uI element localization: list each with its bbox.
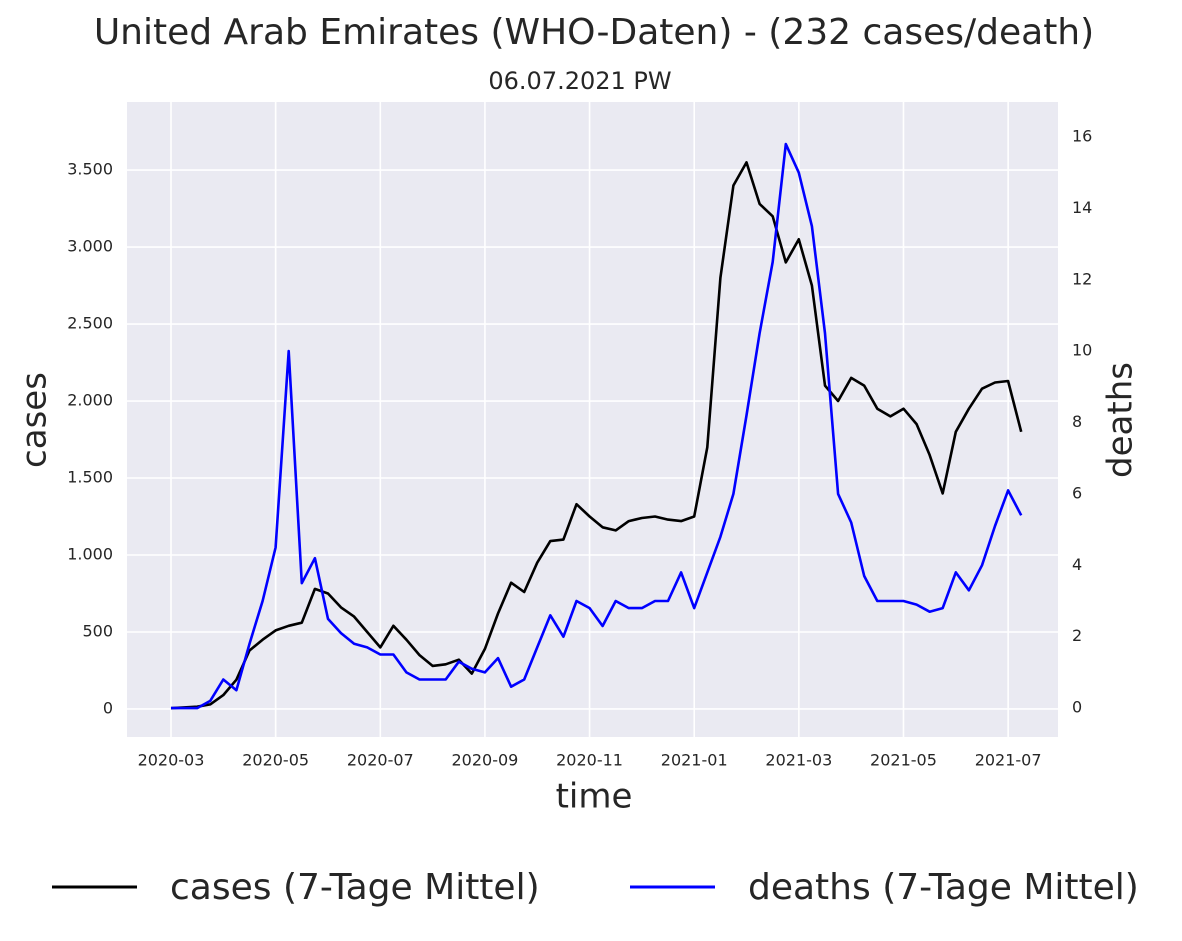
y-tick-label: 2.500: [67, 314, 113, 333]
x-tick-label: 2021-01: [661, 751, 728, 770]
y2-tick-label: 10: [1072, 341, 1092, 360]
y-tick-label: 1.000: [67, 544, 113, 563]
grid: [127, 102, 1058, 737]
y-tick-label: 2.000: [67, 391, 113, 410]
y2-axis-label: deaths: [1101, 362, 1141, 478]
chart-subtitle: 06.07.2021 PW: [488, 67, 671, 95]
legend-label: cases (7-Tage Mittel): [170, 867, 540, 908]
x-tick-label: 2020-03: [138, 751, 205, 770]
y-tick-label: 3.000: [67, 237, 113, 256]
y-tick-label: 500: [82, 621, 113, 640]
chart-title: United Arab Emirates (WHO-Daten) - (232 …: [94, 12, 1094, 53]
x-tick-label: 2020-05: [242, 751, 309, 770]
plot-area: [127, 102, 1058, 737]
x-tick-label: 2021-03: [765, 751, 832, 770]
x-tick-label: 2020-09: [451, 751, 518, 770]
x-tick-label: 2020-07: [347, 751, 414, 770]
y2-tick-label: 12: [1072, 269, 1092, 288]
x-axis-label: time: [556, 777, 633, 817]
y2-tick-label: 2: [1072, 626, 1082, 645]
y2-tick-label: 16: [1072, 126, 1092, 145]
y2-tick-label: 8: [1072, 412, 1082, 431]
line-series: [170, 161, 1023, 710]
legend-label: deaths (7-Tage Mittel): [748, 867, 1139, 908]
y-axis-label: cases: [15, 372, 55, 468]
line-series: [171, 142, 1023, 710]
y2-tick-label: 14: [1072, 198, 1092, 217]
y2-tick-label: 0: [1072, 698, 1082, 717]
y-tick-label: 1.500: [67, 468, 113, 487]
y2-tick-label: 4: [1072, 555, 1082, 574]
y-tick-label: 0: [103, 698, 113, 717]
y-tick-label: 3.500: [67, 160, 113, 179]
y2-tick-label: 6: [1072, 483, 1082, 502]
x-tick-label: 2021-05: [870, 751, 937, 770]
x-tick-label: 2020-11: [556, 751, 623, 770]
x-tick-label: 2021-07: [975, 751, 1042, 770]
